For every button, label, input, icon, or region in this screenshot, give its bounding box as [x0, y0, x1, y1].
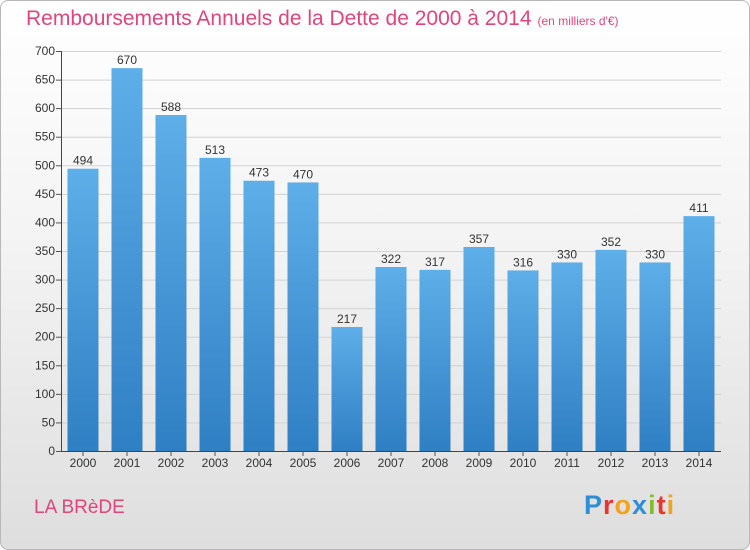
plot-area: 0 50 100 150 200 250 300 350 400 450 500 550 600 650 7…	[35, 44, 721, 470]
bar-2008	[419, 269, 451, 451]
y-tick-label: 300	[35, 273, 55, 287]
y-tick-label: 100	[35, 387, 55, 401]
bar-2004	[243, 180, 275, 451]
bar-2006	[331, 327, 363, 451]
x-tick-label: 2012	[598, 456, 625, 470]
logo-letter: i	[648, 490, 657, 520]
bar-2012	[595, 249, 627, 451]
value-label: 330	[557, 247, 577, 261]
logo-letter: o	[614, 490, 633, 520]
value-label: 352	[601, 235, 621, 249]
y-tick-label: 550	[35, 130, 55, 144]
value-label: 470	[293, 167, 313, 181]
bar-2009	[463, 247, 495, 451]
bar-2002	[155, 115, 187, 451]
bar-2010	[507, 270, 539, 451]
value-label: 330	[645, 247, 665, 261]
x-tick-label: 2006	[334, 456, 361, 470]
x-tick-label: 2000	[70, 456, 97, 470]
value-label: 473	[249, 166, 269, 180]
y-tick-label: 450	[35, 187, 55, 201]
y-tick-label: 200	[35, 330, 55, 344]
y-tick-label: 400	[35, 215, 55, 229]
value-label: 322	[381, 252, 401, 266]
x-tick-label: 2002	[158, 456, 185, 470]
proxiti-logo: Proxiti	[584, 490, 675, 521]
y-tick-label: 0	[48, 444, 55, 458]
chart-title: Remboursements Annuels de la Dette de 20…	[26, 7, 619, 31]
bar-2011	[551, 262, 583, 451]
value-label: 588	[161, 100, 181, 114]
y-tick-label: 700	[35, 44, 55, 58]
bar-2005	[287, 182, 319, 451]
logo-letter: P	[584, 490, 604, 520]
x-tick-label: 2005	[290, 456, 317, 470]
x-tick-label: 2011	[554, 456, 580, 470]
logo-letter: t	[656, 490, 667, 520]
value-label: 357	[469, 232, 489, 246]
y-tick-label: 50	[42, 415, 56, 429]
y-tick-label: 650	[35, 73, 55, 87]
bar-2007	[375, 267, 407, 451]
bar-2013	[639, 262, 671, 451]
bar-2000	[67, 168, 99, 451]
chart-title-text: Remboursements Annuels de la Dette de 20…	[26, 7, 532, 30]
value-label: 411	[689, 201, 708, 215]
x-tick-label: 2009	[466, 456, 493, 470]
logo-letter: r	[603, 490, 615, 520]
x-tick-label: 2001	[114, 456, 141, 470]
bar-2003	[199, 157, 231, 451]
bar-2014	[683, 216, 715, 451]
x-tick-label: 2010	[510, 456, 537, 470]
x-tick-label: 2013	[642, 456, 669, 470]
x-tick-label: 2008	[422, 456, 449, 470]
chart-subtitle: (en milliers d'€)	[537, 14, 619, 28]
value-label: 317	[425, 255, 445, 269]
y-tick-label: 250	[35, 301, 55, 315]
x-tick-label: 2007	[378, 456, 405, 470]
logo-letter: x	[632, 490, 649, 520]
x-tick-label: 2003	[202, 456, 229, 470]
value-label: 217	[337, 312, 357, 326]
x-tick-label: 2014	[686, 456, 713, 470]
value-label: 670	[117, 53, 137, 67]
logo-letter: i	[666, 490, 676, 520]
y-tick-label: 500	[35, 158, 55, 172]
value-label: 513	[205, 143, 225, 157]
y-tick-label: 600	[35, 101, 55, 115]
value-label: 316	[513, 255, 533, 269]
value-label: 494	[73, 154, 93, 168]
bar-2001	[111, 68, 143, 452]
y-tick-label: 350	[35, 244, 55, 258]
y-tick-label: 150	[35, 358, 55, 372]
city-name: LA BRèDE	[34, 497, 125, 518]
x-tick-label: 2004	[246, 456, 273, 470]
